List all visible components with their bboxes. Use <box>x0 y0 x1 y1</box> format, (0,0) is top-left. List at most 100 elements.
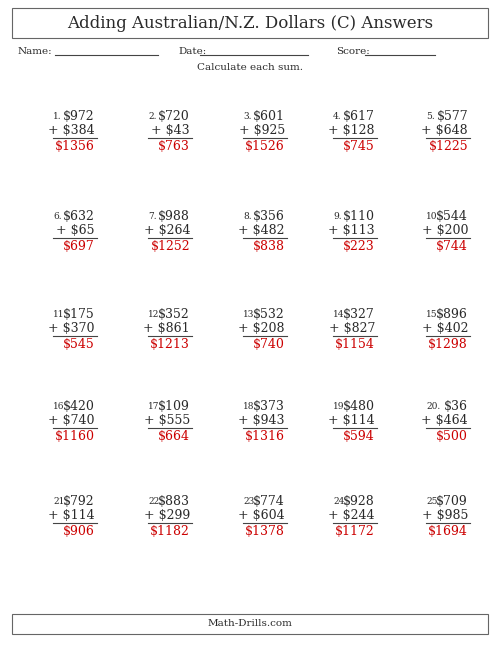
Text: $1172: $1172 <box>335 525 375 538</box>
Text: $972: $972 <box>64 110 95 123</box>
Text: $544: $544 <box>436 210 468 223</box>
Text: 24.: 24. <box>333 497 347 506</box>
Text: Date:: Date: <box>178 47 206 56</box>
Text: $745: $745 <box>343 140 375 153</box>
Text: + $114: + $114 <box>48 509 95 522</box>
Text: + $861: + $861 <box>144 322 190 335</box>
Text: $1356: $1356 <box>55 140 95 153</box>
Text: 19.: 19. <box>333 402 347 411</box>
Text: $532: $532 <box>254 308 285 321</box>
Bar <box>12 8 488 38</box>
Text: 4.: 4. <box>333 112 342 121</box>
Text: + $264: + $264 <box>144 224 190 237</box>
Text: 21.: 21. <box>53 497 67 506</box>
Text: $327: $327 <box>343 308 375 321</box>
Text: $740: $740 <box>253 338 285 351</box>
Text: 23.: 23. <box>243 497 257 506</box>
Text: + $299: + $299 <box>144 509 190 522</box>
Text: $720: $720 <box>158 110 190 123</box>
Text: + $208: + $208 <box>238 322 285 335</box>
Text: $664: $664 <box>158 430 190 443</box>
Text: $774: $774 <box>254 495 285 508</box>
Text: $1160: $1160 <box>55 430 95 443</box>
Text: + $464: + $464 <box>422 414 468 427</box>
Text: 14.: 14. <box>333 310 347 319</box>
Text: + $604: + $604 <box>238 509 285 522</box>
Text: 6.: 6. <box>53 212 62 221</box>
Text: $373: $373 <box>253 400 285 413</box>
Text: $1225: $1225 <box>428 140 468 153</box>
Text: + $370: + $370 <box>48 322 95 335</box>
Text: $109: $109 <box>158 400 190 413</box>
Text: Score:: Score: <box>336 47 370 56</box>
Text: $838: $838 <box>253 240 285 253</box>
Text: $356: $356 <box>253 210 285 223</box>
Text: $480: $480 <box>343 400 375 413</box>
Text: + $827: + $827 <box>328 322 375 335</box>
Text: 18.: 18. <box>243 402 258 411</box>
Text: $577: $577 <box>436 110 468 123</box>
Text: + $43: + $43 <box>152 124 190 137</box>
Text: + $113: + $113 <box>328 224 375 237</box>
Text: 2.: 2. <box>148 112 156 121</box>
Text: $709: $709 <box>436 495 468 508</box>
Text: $36: $36 <box>444 400 468 413</box>
Text: + $200: + $200 <box>422 224 468 237</box>
Text: $1154: $1154 <box>335 338 375 351</box>
Text: 7.: 7. <box>148 212 156 221</box>
Text: 17.: 17. <box>148 402 162 411</box>
Text: Adding Australian/N.Z. Dollars (C) Answers: Adding Australian/N.Z. Dollars (C) Answe… <box>67 14 433 32</box>
Text: $1252: $1252 <box>150 240 190 253</box>
Text: $988: $988 <box>158 210 190 223</box>
Text: + $384: + $384 <box>48 124 95 137</box>
Text: $744: $744 <box>436 240 468 253</box>
Text: $1182: $1182 <box>150 525 190 538</box>
Text: 13.: 13. <box>243 310 257 319</box>
Text: 5.: 5. <box>426 112 435 121</box>
Text: $594: $594 <box>343 430 375 443</box>
Text: + $482: + $482 <box>238 224 285 237</box>
Text: $545: $545 <box>63 338 95 351</box>
Text: $223: $223 <box>343 240 375 253</box>
Text: $110: $110 <box>343 210 375 223</box>
Text: $883: $883 <box>158 495 190 508</box>
Text: $1694: $1694 <box>428 525 468 538</box>
Text: Calculate each sum.: Calculate each sum. <box>197 63 303 72</box>
Text: 16.: 16. <box>53 402 68 411</box>
Text: $906: $906 <box>63 525 95 538</box>
Text: $1298: $1298 <box>428 338 468 351</box>
Text: + $402: + $402 <box>422 322 468 335</box>
Text: + $244: + $244 <box>328 509 375 522</box>
Text: $792: $792 <box>64 495 95 508</box>
Text: $1316: $1316 <box>245 430 285 443</box>
Text: 12.: 12. <box>148 310 162 319</box>
Text: 11.: 11. <box>53 310 68 319</box>
Text: Name:: Name: <box>18 47 52 56</box>
Text: $617: $617 <box>343 110 375 123</box>
Text: + $925: + $925 <box>239 124 285 137</box>
Text: $763: $763 <box>158 140 190 153</box>
Text: $928: $928 <box>343 495 375 508</box>
Text: $896: $896 <box>436 308 468 321</box>
Text: 25.: 25. <box>426 497 440 506</box>
Text: $1378: $1378 <box>245 525 285 538</box>
Text: $697: $697 <box>63 240 95 253</box>
Text: $175: $175 <box>63 308 95 321</box>
Text: $601: $601 <box>253 110 285 123</box>
Text: + $65: + $65 <box>56 224 95 237</box>
Text: 3.: 3. <box>243 112 252 121</box>
Text: $1526: $1526 <box>245 140 285 153</box>
Text: $632: $632 <box>63 210 95 223</box>
Text: $352: $352 <box>158 308 190 321</box>
Text: 8.: 8. <box>243 212 252 221</box>
Text: + $648: + $648 <box>422 124 468 137</box>
Text: $420: $420 <box>63 400 95 413</box>
Text: 15.: 15. <box>426 310 440 319</box>
Text: + $985: + $985 <box>422 509 468 522</box>
Text: + $114: + $114 <box>328 414 375 427</box>
Text: 1.: 1. <box>53 112 62 121</box>
Text: 22.: 22. <box>148 497 162 506</box>
Text: + $128: + $128 <box>328 124 375 137</box>
Text: + $943: + $943 <box>238 414 285 427</box>
Text: 10.: 10. <box>426 212 440 221</box>
